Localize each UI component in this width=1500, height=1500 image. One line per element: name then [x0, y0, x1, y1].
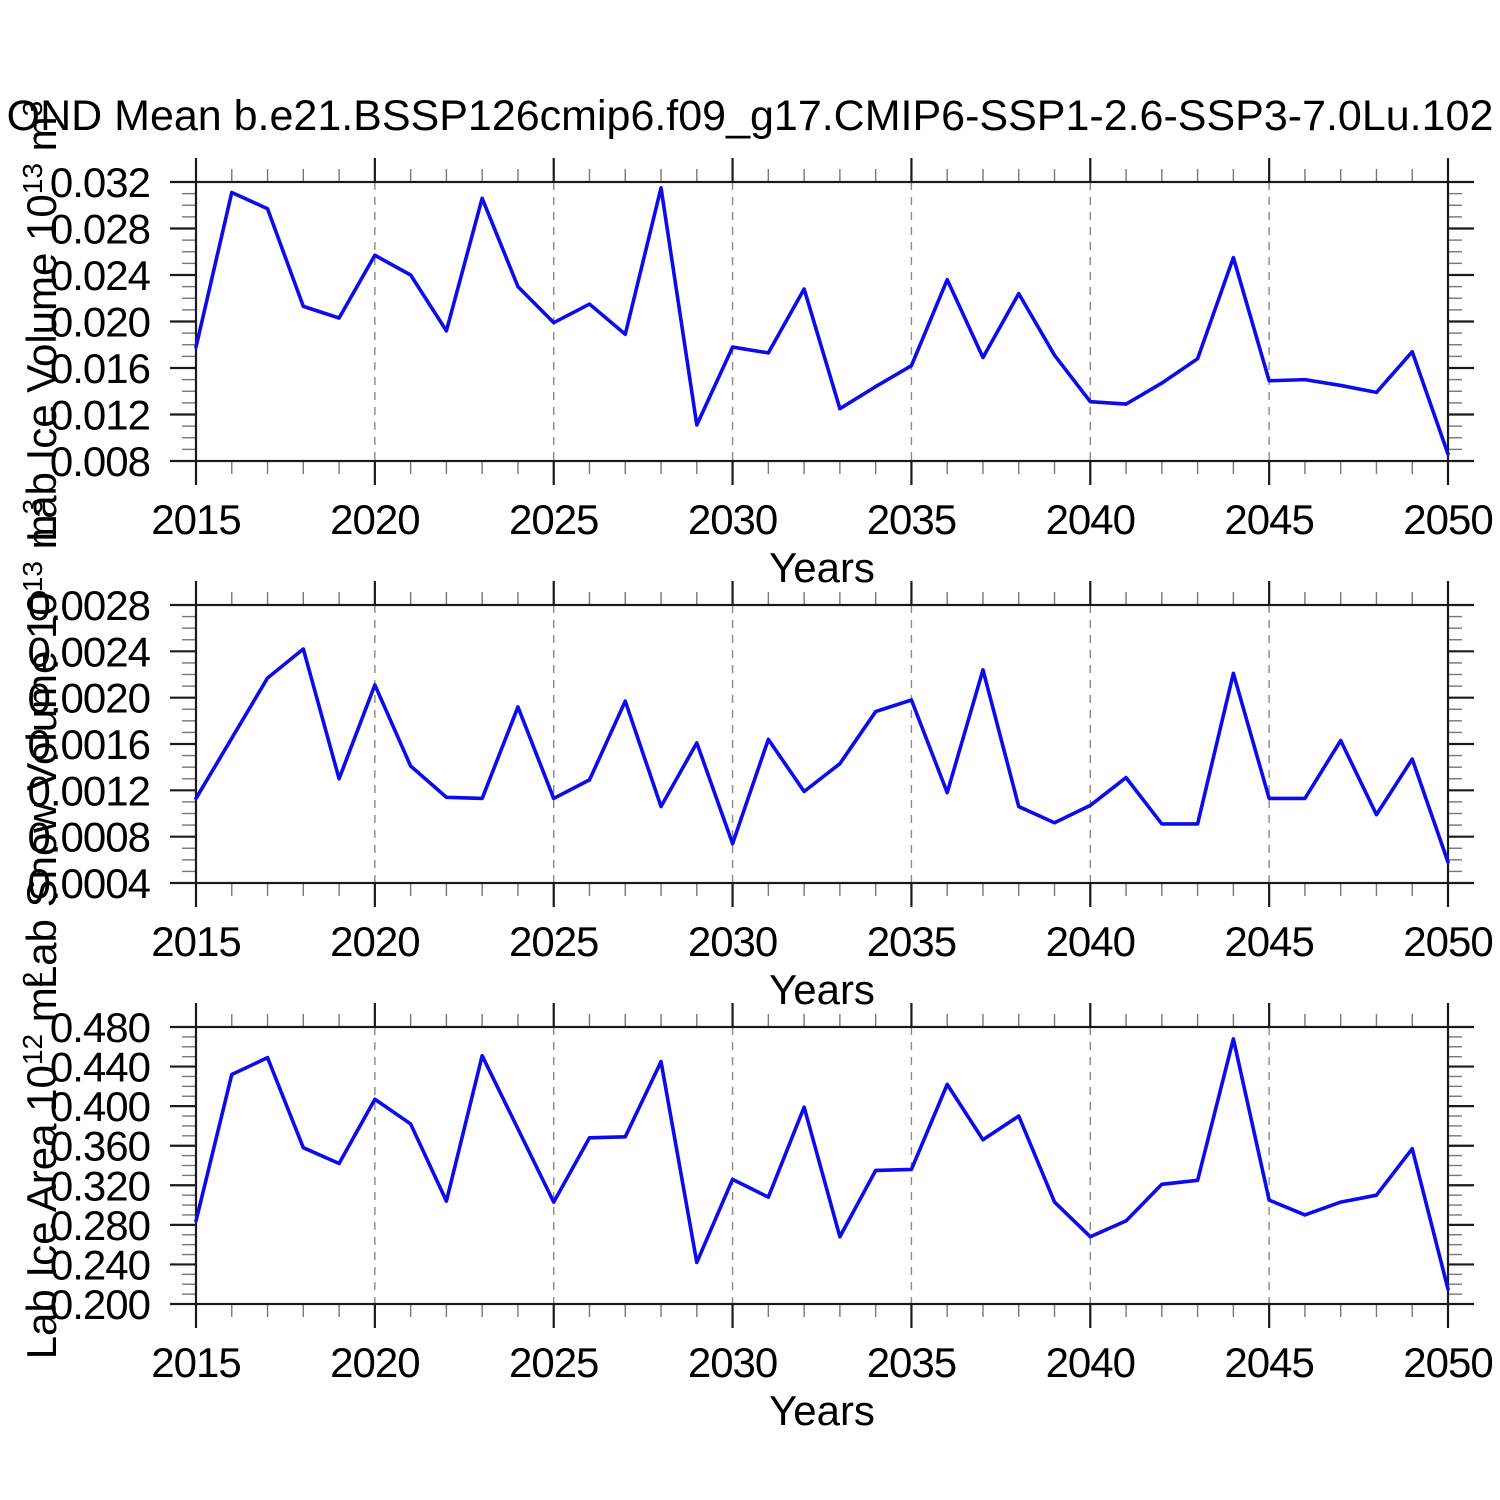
y-tick-label: 0.0012: [28, 767, 150, 814]
x-tick-label: 2025: [509, 1339, 598, 1386]
x-tick-label: 2015: [151, 1339, 240, 1386]
x-tick-label: 2025: [509, 496, 598, 543]
y-tick-label: 0.0008: [28, 814, 150, 861]
y-axis-title-lab-snow-volume: Lab Snow Volume 1013 m3: [17, 499, 65, 989]
y-tick-label: 0.0004: [28, 860, 151, 907]
y-tick-label: 0.028: [50, 206, 150, 253]
y-tick-label: 0.240: [50, 1241, 150, 1288]
x-tick-label: 2050: [1403, 496, 1492, 543]
x-axis-title: Years: [769, 544, 875, 591]
y-tick-label: 0.020: [50, 299, 150, 346]
x-tick-label: 2020: [330, 496, 419, 543]
x-tick-label: 2030: [688, 918, 777, 965]
chart-2: 0.00040.00080.00120.00160.00200.00240.00…: [17, 499, 1494, 1013]
data-line-lab-ice-area: [194, 1037, 1450, 1291]
y-tick-label: 0.0016: [28, 721, 150, 768]
x-tick-label: 2040: [1046, 918, 1135, 965]
y-axis-title-lab-ice-area: Lab Ice Area 1012 m2: [17, 972, 65, 1360]
chart-3: 0.2000.2400.2800.3200.3600.4000.4400.480…: [17, 972, 1494, 1434]
x-tick-label: 2030: [688, 1339, 777, 1386]
y-tick-label: 0.320: [50, 1162, 150, 1209]
x-tick-label: 2025: [509, 918, 598, 965]
x-tick-label: 2045: [1224, 918, 1313, 965]
x-tick-label: 2050: [1403, 918, 1492, 965]
y-tick-label: 0.008: [50, 438, 150, 485]
x-tick-label: 2015: [151, 496, 240, 543]
data-line-lab-ice-volume: [194, 186, 1450, 456]
y-tick-label: 0.016: [50, 345, 150, 392]
y-tick-label: 0.360: [50, 1123, 150, 1170]
x-tick-label: 2035: [867, 1339, 956, 1386]
y-axis-title-lab-ice-volume: Lab Ice Volume 1013 m3: [17, 101, 65, 542]
y-tick-label: 0.280: [50, 1202, 150, 1249]
y-tick-label: 0.032: [50, 159, 150, 206]
plot-frame: [194, 1025, 1450, 1306]
x-tick-label: 2020: [330, 918, 419, 965]
y-tick-label: 0.012: [50, 392, 150, 439]
y-tick-label: 0.480: [50, 1004, 150, 1051]
data-line-lab-snow-volume: [194, 647, 1450, 864]
plot-frame: [194, 180, 1450, 463]
y-tick-label: 0.0028: [28, 582, 150, 629]
y-tick-label: 0.024: [50, 252, 151, 299]
x-tick-label: 2015: [151, 918, 240, 965]
figure-title: OND Mean b.e21.BSSP126cmip6.f09_g17.CMIP…: [7, 92, 1494, 140]
y-tick-label: 0.0020: [28, 675, 150, 722]
x-tick-label: 2040: [1046, 1339, 1135, 1386]
x-axis-title: Years: [769, 966, 875, 1013]
y-tick-label: 0.200: [50, 1281, 150, 1328]
x-tick-label: 2040: [1046, 496, 1135, 543]
x-tick-label: 2035: [867, 918, 956, 965]
x-tick-label: 2020: [330, 1339, 419, 1386]
x-tick-label: 2045: [1224, 1339, 1313, 1386]
x-axis-title: Years: [769, 1387, 875, 1434]
x-tick-label: 2035: [867, 496, 956, 543]
y-tick-label: 0.440: [50, 1044, 150, 1091]
x-tick-label: 2045: [1224, 496, 1313, 543]
x-tick-label: 2050: [1403, 1339, 1492, 1386]
y-tick-label: 0.400: [50, 1083, 150, 1130]
y-tick-label: 0.0024: [28, 628, 151, 675]
plot-frame: [194, 603, 1450, 885]
x-tick-label: 2030: [688, 496, 777, 543]
